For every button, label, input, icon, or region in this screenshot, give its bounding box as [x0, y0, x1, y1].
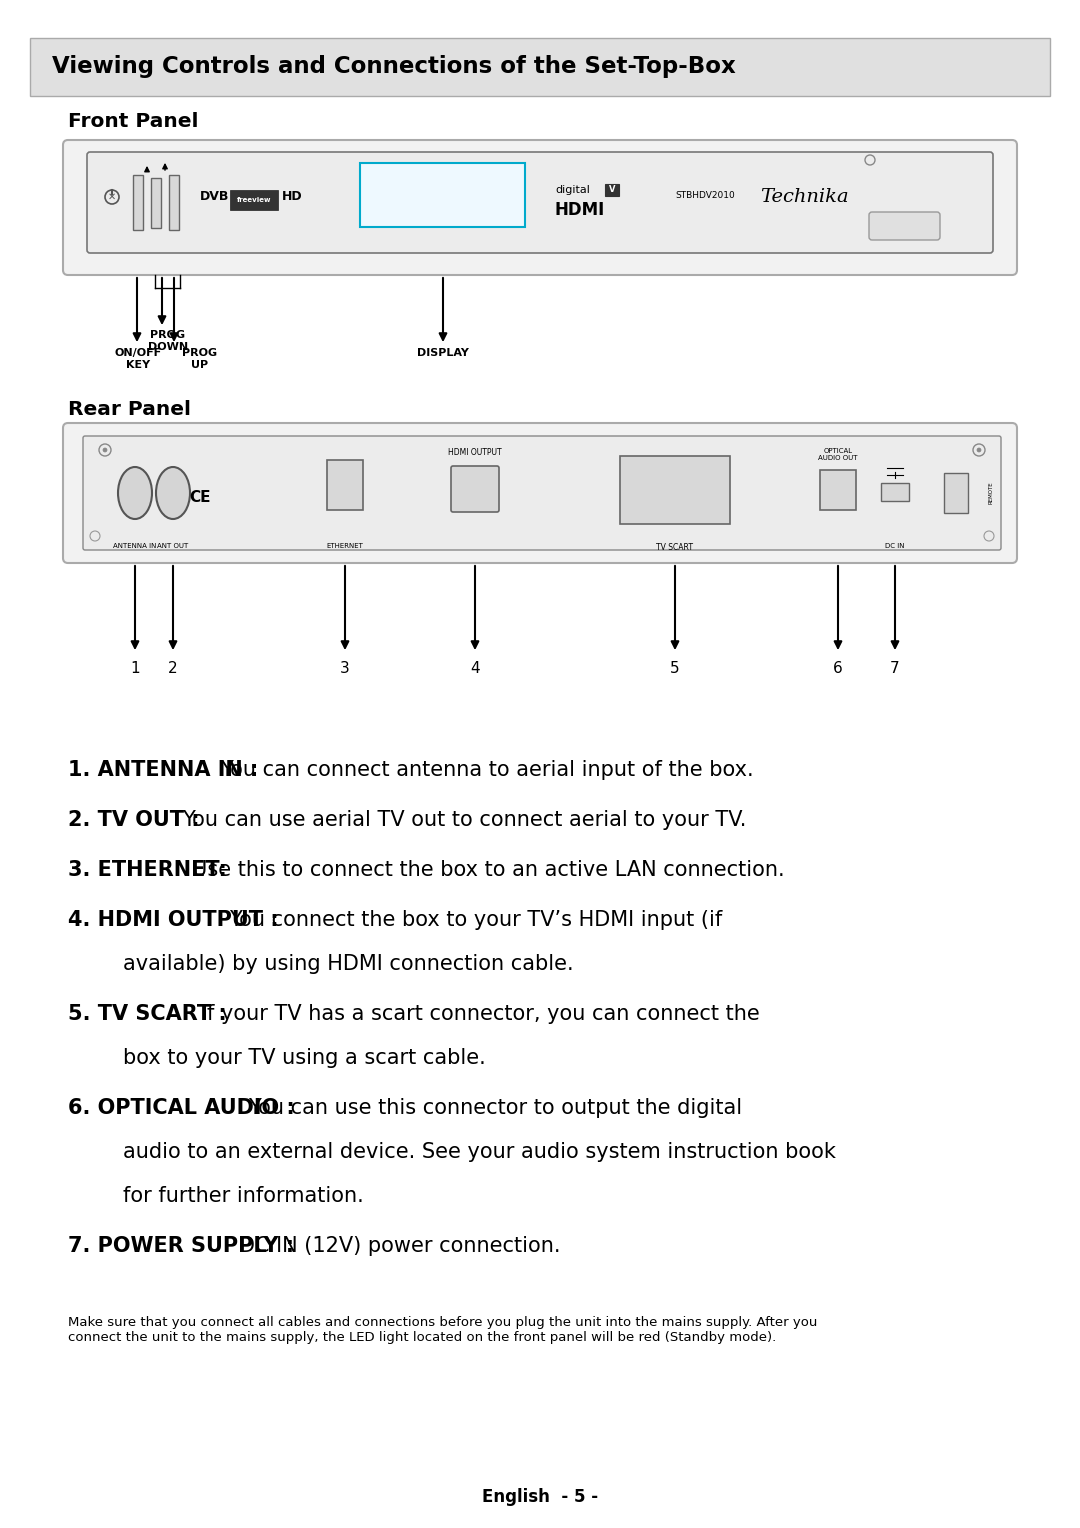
Circle shape — [977, 448, 981, 452]
FancyBboxPatch shape — [451, 466, 499, 512]
Bar — [133, 176, 143, 231]
Text: 5. TV SCART :: 5. TV SCART : — [68, 1004, 234, 1024]
Text: Viewing Controls and Connections of the Set-Top-Box: Viewing Controls and Connections of the … — [52, 55, 735, 78]
Text: TV SCART: TV SCART — [657, 542, 693, 552]
Text: DC IN: DC IN — [886, 542, 905, 549]
FancyBboxPatch shape — [63, 141, 1017, 275]
Text: 1. ANTENNA IN :: 1. ANTENNA IN : — [68, 759, 266, 779]
Text: OPTICAL
AUDIO OUT: OPTICAL AUDIO OUT — [819, 448, 858, 461]
Text: HD: HD — [282, 191, 302, 203]
Text: available) by using HDMI connection cable.: available) by using HDMI connection cabl… — [123, 953, 573, 973]
Bar — [230, 189, 278, 209]
Text: 6: 6 — [833, 662, 842, 675]
Bar — [944, 474, 968, 513]
Text: HDMI OUTPUT: HDMI OUTPUT — [448, 448, 502, 457]
Text: 1: 1 — [131, 662, 139, 675]
Bar — [360, 163, 525, 228]
Text: 2. TV OUT :: 2. TV OUT : — [68, 810, 207, 830]
Text: 7: 7 — [890, 662, 900, 675]
Text: CE: CE — [189, 490, 211, 506]
Text: DVB: DVB — [200, 191, 229, 203]
Text: 4: 4 — [470, 662, 480, 675]
Bar — [327, 460, 363, 510]
Bar — [151, 177, 161, 228]
Text: 5: 5 — [671, 662, 679, 675]
FancyBboxPatch shape — [83, 435, 1001, 550]
Text: You connect the box to your TV’s HDMI input (if: You connect the box to your TV’s HDMI in… — [229, 911, 723, 931]
Text: 7. POWER SUPPLY :: 7. POWER SUPPLY : — [68, 1236, 301, 1256]
Text: HDMI: HDMI — [555, 202, 605, 219]
Text: You can use this connector to output the digital: You can use this connector to output the… — [248, 1099, 743, 1118]
FancyBboxPatch shape — [87, 151, 993, 254]
Bar — [605, 183, 619, 196]
Text: 6. OPTICAL AUDIO :: 6. OPTICAL AUDIO : — [68, 1099, 302, 1118]
Bar — [168, 176, 179, 231]
Text: Make sure that you connect all cables and connections before you plug the unit i: Make sure that you connect all cables an… — [68, 1316, 818, 1345]
Text: ON/OFF
KEY: ON/OFF KEY — [114, 348, 162, 370]
Text: DISPLAY: DISPLAY — [417, 348, 469, 358]
Text: 3: 3 — [340, 662, 350, 675]
Text: DC IN (12V) power connection.: DC IN (12V) power connection. — [239, 1236, 561, 1256]
Text: 4. HDMI OUTPUT :: 4. HDMI OUTPUT : — [68, 911, 286, 931]
Text: V: V — [609, 185, 616, 194]
Text: for further information.: for further information. — [123, 1186, 364, 1206]
Text: ✕: ✕ — [108, 193, 116, 202]
Text: PROG
UP: PROG UP — [183, 348, 217, 370]
Bar — [620, 455, 730, 524]
Text: audio to an external device. See your audio system instruction book: audio to an external device. See your au… — [123, 1141, 836, 1161]
Text: Rear Panel: Rear Panel — [68, 400, 191, 419]
Text: 2: 2 — [168, 662, 178, 675]
Circle shape — [103, 448, 107, 452]
Text: You can use aerial TV out to connect aerial to your TV.: You can use aerial TV out to connect aer… — [183, 810, 746, 830]
Text: Front Panel: Front Panel — [68, 112, 199, 131]
Text: ANT OUT: ANT OUT — [158, 542, 189, 549]
Ellipse shape — [156, 468, 190, 520]
Text: box to your TV using a scart cable.: box to your TV using a scart cable. — [123, 1048, 486, 1068]
Text: English  - 5 -: English - 5 - — [482, 1488, 598, 1507]
Text: freeview: freeview — [237, 197, 271, 203]
Text: 3. ETHERNET:: 3. ETHERNET: — [68, 860, 234, 880]
Text: ETHERNET: ETHERNET — [326, 542, 364, 549]
FancyBboxPatch shape — [63, 423, 1017, 562]
Text: REMOTE: REMOTE — [988, 481, 994, 504]
Text: ANTENNA IN: ANTENNA IN — [113, 542, 157, 549]
FancyBboxPatch shape — [869, 212, 940, 240]
Text: Technika: Technika — [760, 188, 849, 206]
Bar — [30, 38, 1050, 96]
Text: STBHDV2010: STBHDV2010 — [675, 191, 734, 200]
Ellipse shape — [118, 468, 152, 520]
Bar — [820, 471, 856, 510]
Text: If your TV has a scart connector, you can connect the: If your TV has a scart connector, you ca… — [201, 1004, 759, 1024]
Text: Use this to connect the box to an active LAN connection.: Use this to connect the box to an active… — [191, 860, 784, 880]
Text: digital: digital — [555, 185, 590, 196]
Bar — [881, 483, 909, 501]
Text: PROG
DOWN: PROG DOWN — [148, 330, 188, 351]
Text: You can connect antenna to aerial input of the box.: You can connect antenna to aerial input … — [220, 759, 754, 779]
